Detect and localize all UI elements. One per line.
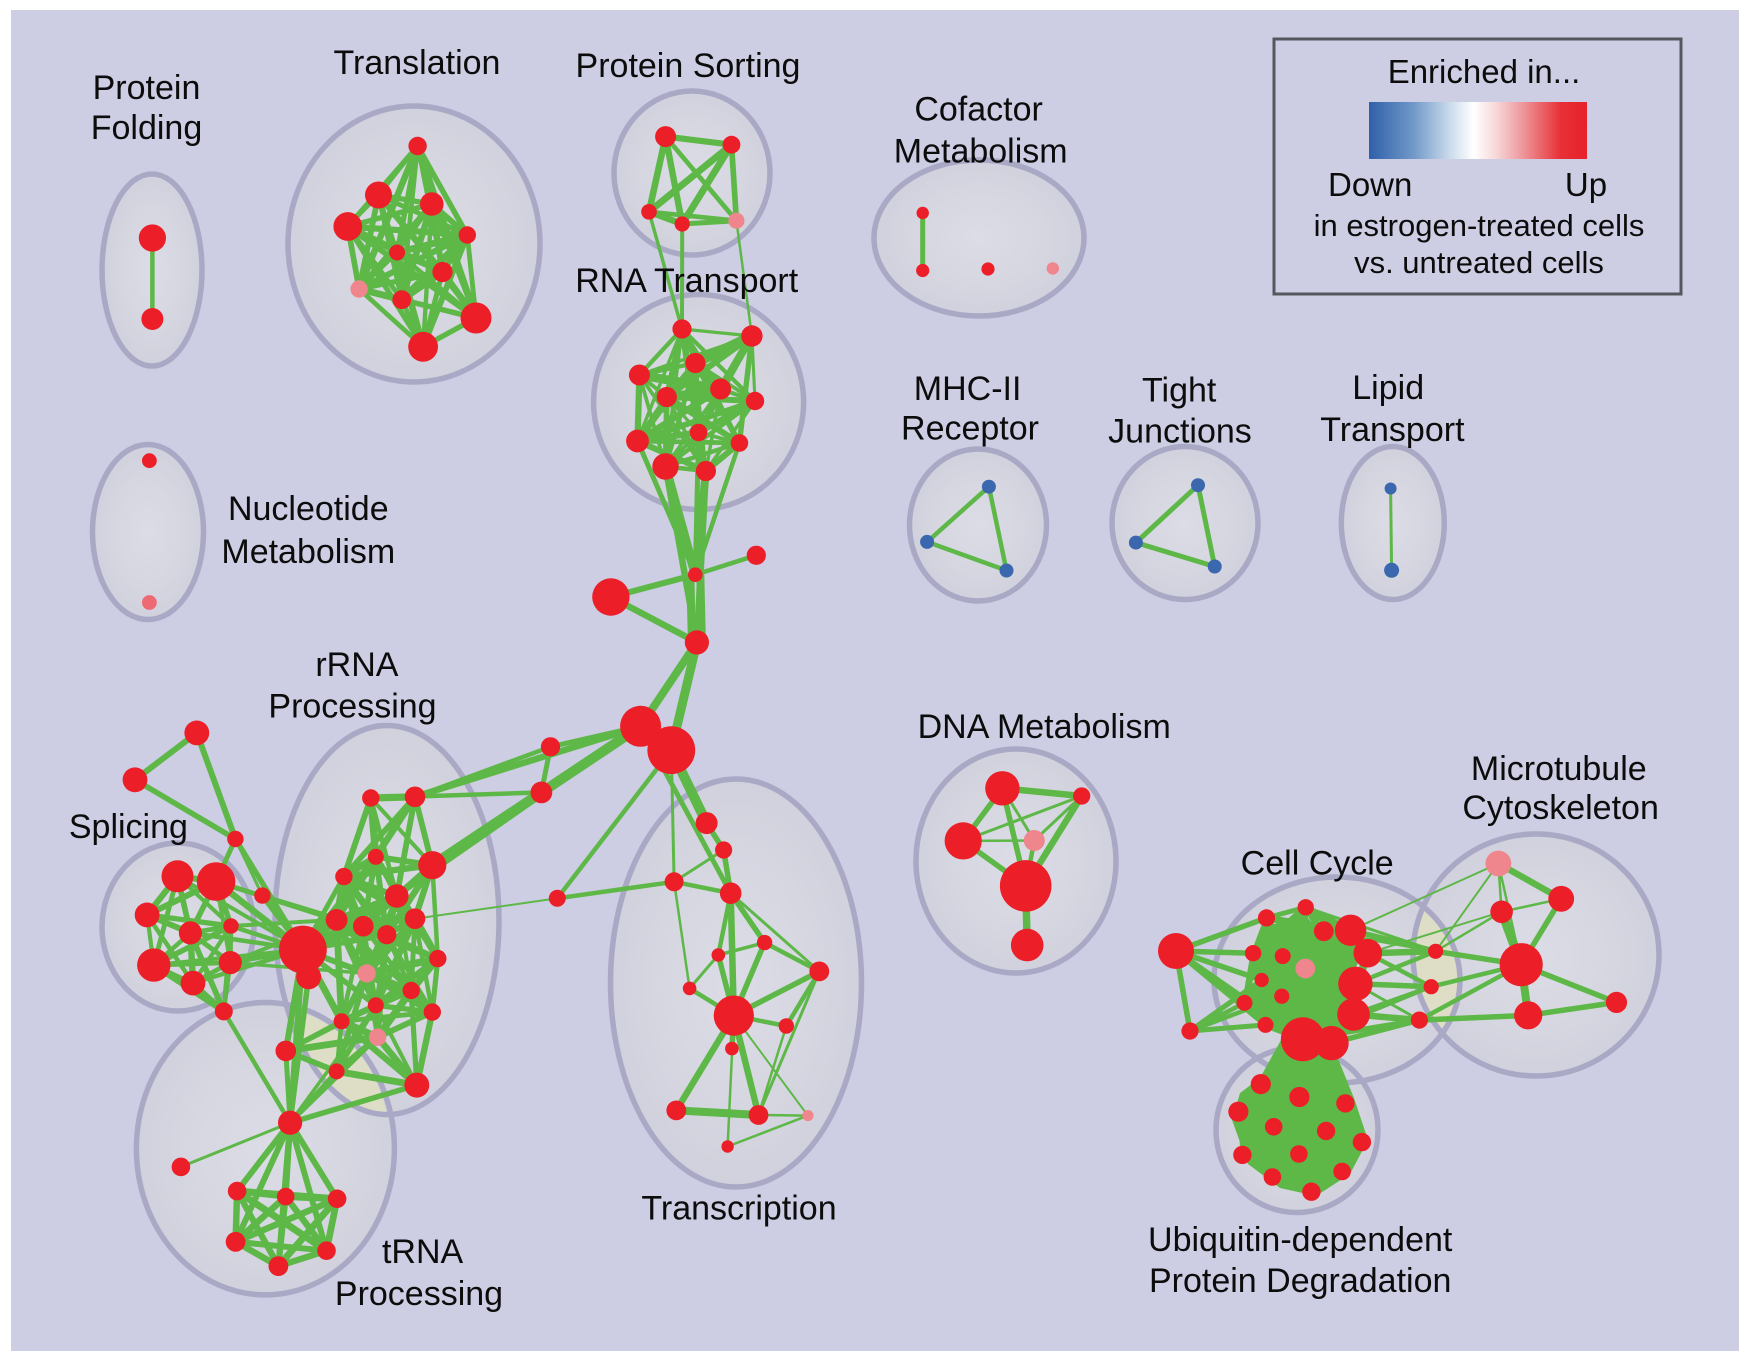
svg-text:Junctions: Junctions: [1108, 413, 1252, 451]
svg-text:Processing: Processing: [335, 1275, 503, 1313]
svg-text:Cytoskeleton: Cytoskeleton: [1462, 789, 1659, 827]
svg-text:Enriched in...: Enriched in...: [1388, 53, 1581, 90]
svg-text:Splicing: Splicing: [69, 808, 188, 846]
svg-text:Translation: Translation: [334, 44, 501, 82]
svg-text:Transcription: Transcription: [641, 1189, 836, 1227]
svg-text:RNA Transport: RNA Transport: [575, 262, 799, 300]
svg-text:vs. untreated cells: vs. untreated cells: [1354, 245, 1604, 280]
svg-text:Microtubule: Microtubule: [1471, 750, 1647, 788]
svg-text:in estrogen-treated cells: in estrogen-treated cells: [1314, 208, 1645, 243]
svg-text:Protein: Protein: [93, 69, 201, 107]
svg-text:Protein Sorting: Protein Sorting: [576, 47, 801, 85]
svg-text:MHC-II: MHC-II: [914, 370, 1022, 408]
svg-text:Receptor: Receptor: [901, 410, 1039, 448]
svg-text:Protein Degradation: Protein Degradation: [1149, 1262, 1451, 1300]
svg-text:Ubiquitin-dependent: Ubiquitin-dependent: [1148, 1221, 1453, 1259]
svg-text:DNA Metabolism: DNA Metabolism: [918, 708, 1171, 746]
svg-text:Cofactor: Cofactor: [914, 91, 1043, 129]
svg-text:rRNA: rRNA: [315, 646, 398, 684]
svg-text:Folding: Folding: [91, 109, 203, 147]
svg-text:tRNA: tRNA: [382, 1233, 464, 1271]
svg-text:Metabolism: Metabolism: [221, 533, 395, 571]
svg-text:Transport: Transport: [1320, 411, 1465, 449]
svg-text:Cell Cycle: Cell Cycle: [1241, 845, 1394, 883]
svg-text:Up: Up: [1565, 166, 1607, 203]
svg-text:Metabolism: Metabolism: [894, 133, 1068, 171]
svg-text:Lipid: Lipid: [1352, 369, 1424, 407]
svg-text:Nucleotide: Nucleotide: [228, 490, 389, 528]
svg-text:Processing: Processing: [268, 688, 436, 726]
svg-text:Down: Down: [1328, 166, 1412, 203]
svg-text:Tight: Tight: [1142, 372, 1217, 410]
